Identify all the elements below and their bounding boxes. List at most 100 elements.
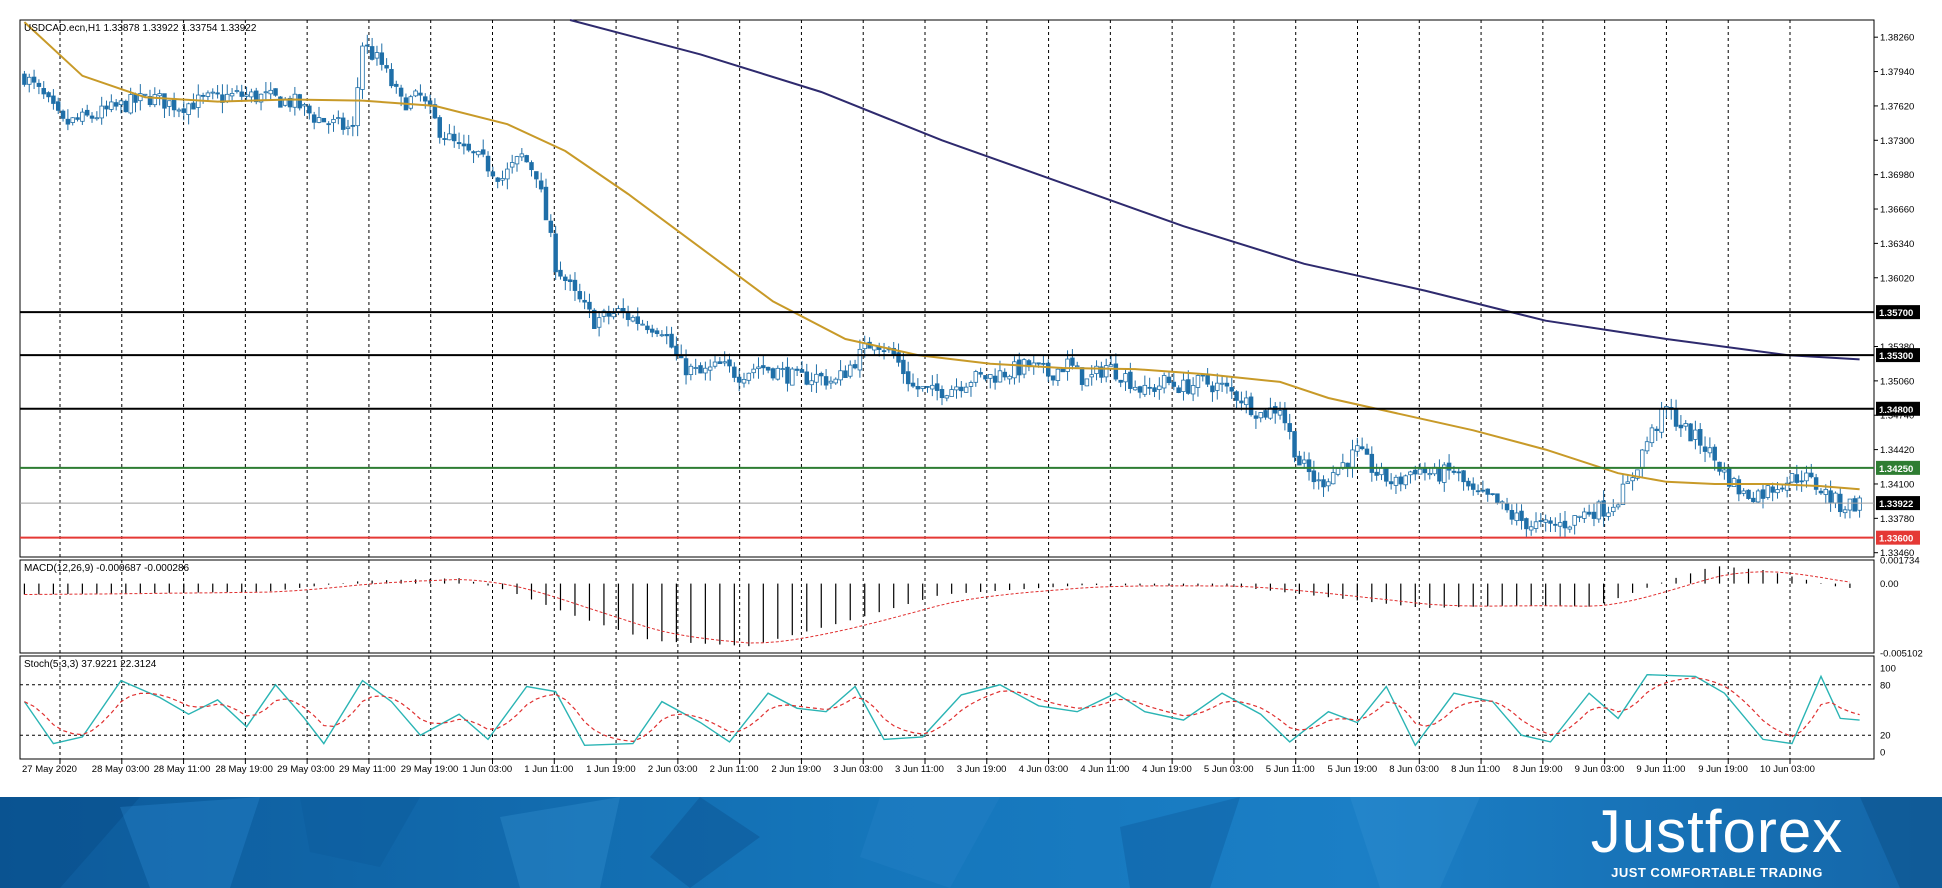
candle-bull [1195, 375, 1201, 388]
candle-bear [799, 369, 805, 373]
candle-bear [939, 389, 945, 399]
candle-bear [1041, 362, 1046, 365]
candle-bull [476, 150, 481, 156]
candle-bear [1780, 487, 1785, 490]
candle-bear [1272, 406, 1278, 414]
candle-bear [1456, 471, 1461, 474]
candle-bear [1688, 423, 1693, 442]
candle-bear [1060, 368, 1065, 373]
candle-bull [1065, 358, 1070, 372]
candle-bear [669, 333, 674, 348]
candle-bear [794, 368, 800, 371]
candle-bear [635, 316, 640, 324]
candle-bear [485, 155, 491, 172]
candle-bear [674, 345, 679, 355]
candle-bull [1741, 490, 1746, 494]
candle-bear [1760, 489, 1766, 499]
candle-bull [1755, 490, 1761, 503]
candle-bull [1842, 509, 1848, 514]
price-tick-label: 1.35060 [1880, 376, 1914, 387]
candle-bear [36, 82, 42, 87]
macd-header: MACD(12,26,9) -0.000687 -0.000286 [24, 563, 190, 574]
candle-bear [683, 358, 689, 376]
candle-bull [640, 323, 645, 326]
candle-bull [1833, 492, 1838, 504]
candle-bear [1118, 379, 1123, 383]
candle-bear [1364, 448, 1370, 455]
candle-bear [75, 117, 80, 120]
candle-bull [345, 126, 351, 129]
candle-bull [1847, 498, 1853, 511]
candle-bear [1070, 357, 1075, 366]
candle-bull [1132, 386, 1138, 391]
candle-bear [843, 370, 848, 378]
candle-bear [553, 233, 558, 273]
candle-bull [1408, 471, 1413, 476]
level-label-box [1876, 496, 1920, 511]
candle-bear [89, 115, 95, 119]
candle-bear [1147, 386, 1152, 389]
candle-bear [60, 110, 66, 119]
macd-panel-frame [19, 559, 1875, 654]
candle-bull [1108, 364, 1114, 367]
candle-bull [229, 93, 235, 97]
candle-bull [1301, 459, 1307, 464]
price-tick-label: 1.36980 [1880, 170, 1914, 181]
candle-bear [1200, 374, 1206, 377]
time-tick-label: 29 May 11:00 [339, 764, 396, 775]
candle-bull [659, 334, 665, 337]
time-tick-label: 5 Jun 19:00 [1328, 764, 1378, 775]
candle-bull [1596, 501, 1602, 520]
candle-bull [973, 371, 979, 383]
trading-chart[interactable]: 1.35700 1.35300 1.34800 1.34250 1.33922 1.336… [0, 0, 1942, 797]
time-tick-label: 2 Jun 11:00 [710, 764, 759, 775]
candle-bear [384, 65, 389, 69]
candle-bull [1722, 469, 1727, 473]
candle-bear [736, 376, 742, 383]
stoch-signal-line [24, 677, 1860, 743]
candle-bear [1495, 493, 1500, 504]
candle-bull [963, 386, 969, 393]
candle-bull [712, 361, 718, 367]
candle-bear [1673, 408, 1679, 427]
candle-bull [944, 395, 950, 399]
candle-bear [311, 114, 317, 123]
candle-bull [1644, 441, 1650, 452]
candle-bear [22, 73, 27, 85]
time-tick-label: 4 Jun 19:00 [1142, 764, 1192, 775]
candle-bear [1128, 371, 1133, 389]
candle-bull [1350, 449, 1355, 468]
candle-bull [1649, 427, 1655, 444]
time-tick-label: 3 Jun 11:00 [895, 764, 944, 775]
candle-bear [563, 276, 568, 282]
candle-bull [1103, 365, 1109, 378]
candle-bear [1152, 387, 1157, 392]
candle-bull [176, 109, 182, 112]
candle-bull [302, 103, 307, 107]
candle-bull [1316, 479, 1321, 482]
candle-bull [1084, 378, 1090, 387]
candle-bull [249, 91, 254, 98]
candle-bear [1176, 387, 1181, 393]
candle-bull [688, 365, 694, 375]
candle-bear [1736, 479, 1742, 495]
stoch-tick-label: 80 [1880, 680, 1891, 691]
candle-bear [577, 291, 583, 300]
candle-bear [350, 124, 356, 127]
candle-bear [220, 94, 225, 103]
candle-bear [1248, 396, 1254, 416]
candle-bull [1635, 469, 1640, 479]
candle-bull [838, 370, 843, 381]
candle-bear [654, 330, 660, 335]
candle-bull [722, 361, 727, 364]
candle-bear [717, 361, 723, 364]
candle-bull [408, 96, 414, 109]
candle-bull [1615, 504, 1621, 508]
horizontal-levels[interactable]: 1.35700 1.35300 1.34800 1.34250 1.33922 1.336… [20, 305, 1920, 545]
candle-bull [374, 52, 380, 59]
candle-bear [1239, 400, 1244, 404]
candle-bull [1403, 475, 1408, 486]
candle-bear [1137, 386, 1143, 393]
candle-bull [1161, 375, 1167, 389]
candle-bull [930, 384, 935, 390]
